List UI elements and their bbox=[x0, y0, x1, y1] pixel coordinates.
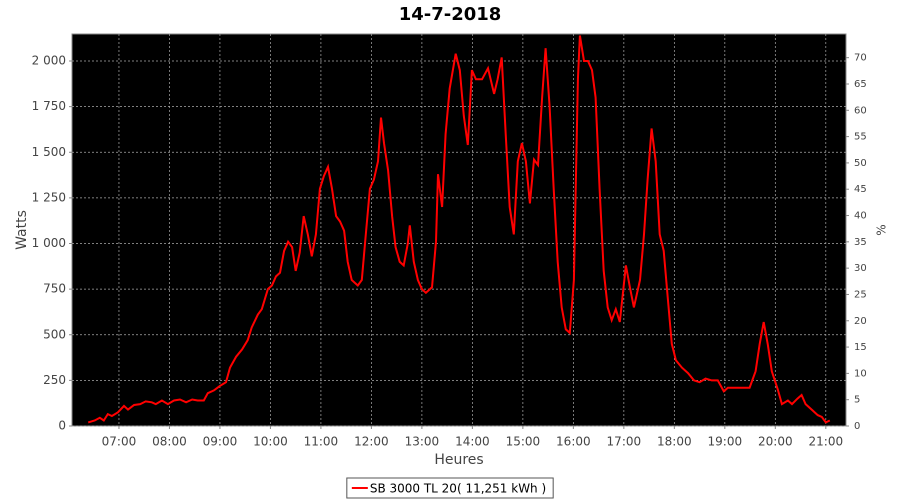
chart-title: 14-7-2018 bbox=[399, 4, 502, 25]
x-tick-label: 07:00 bbox=[102, 435, 137, 449]
x-tick-label: 14:00 bbox=[455, 435, 490, 449]
legend-box bbox=[346, 477, 554, 499]
x-tick-label: 17:00 bbox=[607, 435, 642, 449]
x-tick-label: 12:00 bbox=[354, 435, 389, 449]
legend: SB 3000 TL 20( 11,251 kWh ) bbox=[346, 477, 554, 499]
x-axis-label: Heures bbox=[434, 452, 483, 468]
y-tick-label: 1 000 bbox=[32, 236, 66, 250]
x-tick-label: 08:00 bbox=[152, 435, 187, 449]
x-tick-label: 16:00 bbox=[556, 435, 591, 449]
y2-tick-label: 15 bbox=[854, 342, 867, 353]
plot-area bbox=[71, 33, 847, 427]
y2-tick-label: 10 bbox=[854, 368, 867, 379]
y-tick-label: 0 bbox=[58, 419, 66, 433]
series-line bbox=[87, 35, 831, 424]
y-axis-label: Watts bbox=[14, 210, 30, 250]
y-tick-label: 500 bbox=[43, 327, 66, 341]
y2-tick-label: 0 bbox=[854, 421, 860, 432]
y2-tick-label: 40 bbox=[854, 211, 867, 222]
x-tick-label: 20:00 bbox=[758, 435, 793, 449]
y-tick-label: 1 250 bbox=[32, 190, 66, 204]
y-tick-label: 750 bbox=[43, 282, 66, 296]
y2-tick-label: 25 bbox=[854, 289, 867, 300]
x-tick-label: 13:00 bbox=[405, 435, 440, 449]
y2-tick-label: 55 bbox=[854, 132, 867, 143]
y2-tick-label: 45 bbox=[854, 184, 867, 195]
y2-tick-label: 65 bbox=[854, 79, 867, 90]
y2-tick-label: 5 bbox=[854, 395, 860, 406]
x-tick-label: 10:00 bbox=[253, 435, 288, 449]
y-tick-label: 1 500 bbox=[32, 145, 66, 159]
x-tick-label: 21:00 bbox=[809, 435, 844, 449]
y2-tick-label: 20 bbox=[854, 316, 867, 327]
legend-label: SB 3000 TL 20( 11,251 kWh ) bbox=[370, 482, 546, 496]
x-tick-label: 11:00 bbox=[304, 435, 339, 449]
y2-tick-label: 70 bbox=[854, 53, 867, 64]
y2-axis-label: % bbox=[875, 224, 889, 235]
x-tick-label: 09:00 bbox=[203, 435, 238, 449]
y2-tick-label: 30 bbox=[854, 263, 867, 274]
y-tick-label: 1 750 bbox=[32, 99, 66, 113]
y2-tick-label: 50 bbox=[854, 158, 867, 169]
y2-tick-label: 60 bbox=[854, 105, 867, 116]
x-tick-label: 15:00 bbox=[506, 435, 541, 449]
y-tick-label: 250 bbox=[43, 373, 66, 387]
y2-tick-label: 35 bbox=[854, 237, 867, 248]
y-tick-label: 2 000 bbox=[32, 54, 66, 68]
x-tick-label: 19:00 bbox=[708, 435, 743, 449]
x-tick-label: 18:00 bbox=[657, 435, 692, 449]
